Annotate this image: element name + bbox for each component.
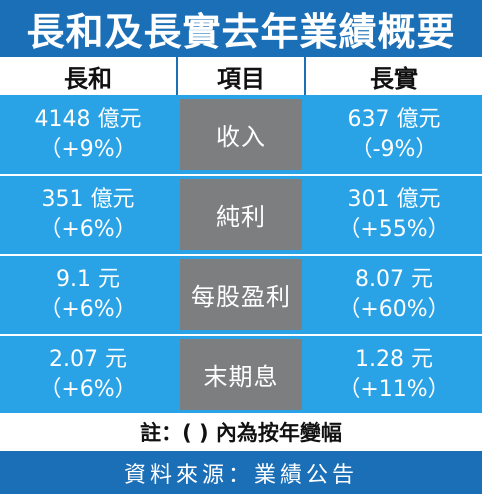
item-cell: 每股盈利 xyxy=(176,255,306,334)
change-text: （-9%） xyxy=(350,136,438,162)
results-table: 4148 億元 （+9%） 收入 637 億元 （-9%） 351 億元 （+6… xyxy=(0,95,482,413)
ck-asset-cell: 301 億元 （+55%） xyxy=(306,175,482,254)
item-cell: 純利 xyxy=(176,175,306,254)
value-text: 2.07 元 xyxy=(49,346,127,372)
change-text: （+11%） xyxy=(338,376,450,402)
change-text: （+6%） xyxy=(39,296,137,322)
value-text: 351 億元 xyxy=(41,186,135,212)
ck-asset-cell: 1.28 元 （+11%） xyxy=(306,335,482,414)
ck-hutchison-cell: 2.07 元 （+6%） xyxy=(0,335,176,414)
page-title: 長和及長實去年業績概要 xyxy=(0,0,482,57)
change-text: （+6%） xyxy=(39,216,137,242)
change-text: （+6%） xyxy=(39,376,137,402)
ck-hutchison-cell: 9.1 元 （+6%） xyxy=(0,255,176,334)
table-header: 長和 項目 長實 xyxy=(0,57,482,95)
header-divider xyxy=(304,57,306,95)
change-text: （+55%） xyxy=(338,216,450,242)
item-label: 收入 xyxy=(180,99,302,170)
value-text: 301 億元 xyxy=(347,186,441,212)
table-row: 4148 億元 （+9%） 收入 637 億元 （-9%） xyxy=(0,95,482,174)
value-text: 8.07 元 xyxy=(355,266,433,292)
row-divider xyxy=(0,254,482,256)
item-cell: 末期息 xyxy=(176,335,306,414)
row-divider xyxy=(0,334,482,336)
table-row: 2.07 元 （+6%） 末期息 1.28 元 （+11%） xyxy=(0,335,482,414)
value-text: 4148 億元 xyxy=(34,106,142,132)
footnote: 註：( ) 內為按年變幅 xyxy=(0,413,482,451)
header-ck-asset: 長實 xyxy=(370,64,418,93)
row-divider xyxy=(0,174,482,176)
header-item: 項目 xyxy=(217,64,265,93)
ck-hutchison-cell: 4148 億元 （+9%） xyxy=(0,95,176,174)
ck-asset-cell: 8.07 元 （+60%） xyxy=(306,255,482,334)
item-label: 每股盈利 xyxy=(180,259,302,330)
value-text: 637 億元 xyxy=(347,106,441,132)
header-divider xyxy=(176,57,178,95)
source-bar: 資料來源：業績公告 xyxy=(0,451,482,494)
value-text: 1.28 元 xyxy=(355,346,433,372)
ck-hutchison-cell: 351 億元 （+6%） xyxy=(0,175,176,254)
value-text: 9.1 元 xyxy=(56,266,120,292)
change-text: （+9%） xyxy=(39,136,137,162)
header-ck-hutchison: 長和 xyxy=(64,64,112,93)
item-label: 純利 xyxy=(180,179,302,250)
ck-asset-cell: 637 億元 （-9%） xyxy=(306,95,482,174)
table-row: 9.1 元 （+6%） 每股盈利 8.07 元 （+60%） xyxy=(0,255,482,334)
item-label: 末期息 xyxy=(180,339,302,410)
table-row: 351 億元 （+6%） 純利 301 億元 （+55%） xyxy=(0,175,482,254)
item-cell: 收入 xyxy=(176,95,306,174)
change-text: （+60%） xyxy=(338,296,450,322)
